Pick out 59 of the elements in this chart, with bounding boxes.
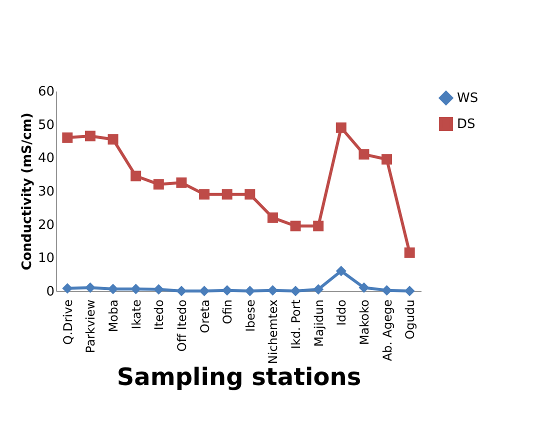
point bbox=[62, 132, 73, 143]
point bbox=[244, 286, 256, 296]
x-tick-label: Q.Drive bbox=[60, 300, 75, 345]
y-tick-label: 30 bbox=[38, 184, 54, 200]
point bbox=[108, 134, 118, 145]
point bbox=[336, 266, 346, 276]
x-tick-label: Off Itedo bbox=[174, 300, 189, 352]
point bbox=[313, 284, 324, 295]
point bbox=[267, 212, 278, 223]
point bbox=[130, 284, 142, 294]
point bbox=[130, 170, 142, 182]
point bbox=[222, 189, 232, 200]
y-tick-label: 0 bbox=[46, 284, 54, 300]
point bbox=[199, 189, 210, 200]
point bbox=[336, 122, 346, 133]
legend-label: WS bbox=[457, 91, 478, 106]
point bbox=[176, 177, 187, 188]
point bbox=[382, 154, 392, 165]
point bbox=[84, 282, 96, 293]
point bbox=[290, 286, 301, 296]
x-tick-label: Makoko bbox=[357, 300, 372, 345]
point bbox=[404, 286, 415, 296]
point bbox=[358, 149, 370, 160]
x-tick-label: Nichemtex bbox=[266, 300, 280, 364]
point bbox=[84, 130, 96, 142]
point bbox=[290, 220, 301, 232]
point bbox=[199, 286, 210, 296]
y-tick-label: 40 bbox=[38, 151, 54, 166]
y-tick-label: 50 bbox=[38, 118, 54, 133]
point bbox=[313, 220, 324, 232]
point bbox=[153, 284, 164, 295]
y-axis-title: Conductivity (mS/cm) bbox=[20, 112, 35, 270]
x-tick-label: Ibese bbox=[243, 300, 258, 332]
x-tick-label: Ofin bbox=[220, 300, 235, 324]
point bbox=[62, 283, 73, 294]
x-tick-label: Ikd. Port bbox=[289, 299, 304, 350]
x-tick-label: Oreta bbox=[198, 300, 212, 334]
y-tick-label: 10 bbox=[38, 251, 54, 266]
point bbox=[267, 285, 278, 296]
x-tick-label: Iddo bbox=[334, 300, 349, 326]
point bbox=[244, 189, 256, 200]
point bbox=[358, 282, 370, 293]
x-tick-label: Ab. Agege bbox=[380, 300, 394, 362]
y-tick-label: 20 bbox=[38, 218, 54, 233]
point bbox=[108, 284, 118, 294]
y-tick-label: 60 bbox=[38, 84, 54, 100]
point bbox=[153, 179, 164, 190]
x-tick-label: Moba bbox=[106, 300, 121, 332]
x-tick-label: Ogudu bbox=[403, 300, 418, 340]
x-tick-label: Itedo bbox=[152, 300, 166, 330]
point bbox=[222, 285, 232, 296]
x-tick-label: Majidun bbox=[312, 300, 326, 347]
point bbox=[404, 247, 415, 258]
x-tick-label: Ikate bbox=[129, 300, 144, 330]
point bbox=[176, 286, 187, 296]
point bbox=[382, 285, 392, 296]
x-axis-title: Sampling stations bbox=[116, 363, 362, 392]
legend-label: DS bbox=[457, 117, 476, 132]
x-tick-label: Parkview bbox=[84, 299, 98, 354]
